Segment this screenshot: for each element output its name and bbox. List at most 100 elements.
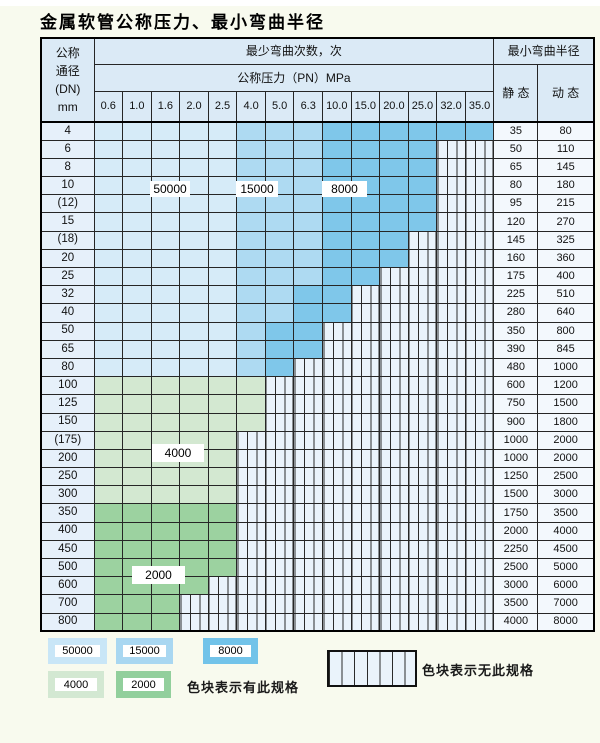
spec-cell [93, 321, 124, 341]
no-spec-cell [293, 521, 323, 541]
table-row: 800 4000 8000 [40, 612, 595, 632]
dn-cell: 32 [40, 285, 95, 305]
no-spec-cell [379, 412, 409, 432]
spec-cell [93, 121, 124, 141]
dynamic-radius-cell: 5000 [537, 557, 595, 578]
spec-cell [93, 139, 124, 159]
spec-cell [379, 157, 409, 178]
no-spec-cell [436, 412, 466, 432]
no-spec-cell [464, 339, 495, 359]
spec-cell [207, 376, 238, 396]
static-radius-cell: 1000 [493, 448, 539, 469]
no-spec-cell [293, 594, 323, 614]
region-count-label: 50000 [150, 181, 190, 197]
spec-cell [93, 576, 124, 596]
table-row: 25 175 400 [40, 266, 595, 287]
spec-cell [207, 303, 238, 323]
no-spec-cell [322, 339, 352, 359]
spec-cell [322, 303, 352, 323]
no-spec-cell [322, 576, 352, 596]
dn-cell: 150 [40, 412, 95, 432]
spec-cell [93, 557, 124, 578]
nominal-pressure-header: 公称压力（PN）MPa [93, 63, 495, 92]
spec-cell [264, 303, 295, 323]
no-spec-cell [407, 430, 438, 450]
table-row: 65 390 845 [40, 339, 595, 359]
dynamic-radius-cell: 800 [537, 321, 595, 341]
spec-cell [207, 467, 238, 487]
spec-cell [179, 194, 209, 214]
spec-cell [150, 212, 181, 232]
no-spec-cell [322, 467, 352, 487]
dn-header-line: 公称 [55, 46, 80, 60]
dn-cell: 6 [40, 139, 95, 159]
no-spec-cell [407, 321, 438, 341]
no-spec-cell [350, 485, 381, 505]
spec-cell [93, 212, 124, 232]
no-spec-cell [379, 303, 409, 323]
spec-cell [407, 139, 438, 159]
no-spec-cell [293, 394, 323, 414]
spec-cell [93, 285, 124, 305]
no-spec-cell [179, 594, 209, 614]
dn-cell: 300 [40, 485, 95, 505]
no-spec-cell [464, 412, 495, 432]
spec-cell [293, 248, 323, 269]
no-spec-cell [264, 430, 295, 450]
spec-cell [122, 412, 152, 432]
spec-cell [293, 139, 323, 159]
pressure-tick: 2.5 [207, 90, 238, 123]
legend-color-chip: 4000 [48, 671, 104, 698]
no-spec-cell [436, 594, 466, 614]
dynamic-radius-cell: 400 [537, 266, 595, 287]
spec-cell [122, 485, 152, 505]
page-title: 金属软管公称压力、最小弯曲半径 [40, 13, 325, 32]
no-spec-cell [264, 448, 295, 469]
spec-cell [322, 139, 352, 159]
spec-cell [93, 430, 124, 450]
spec-cell [264, 157, 295, 178]
no-spec-cell [236, 539, 266, 560]
spec-cell [150, 321, 181, 341]
spec-cell [179, 394, 209, 414]
region-count-label: 2000 [132, 566, 185, 584]
spec-cell [93, 376, 124, 396]
spec-cell [407, 121, 438, 141]
no-spec-cell [436, 612, 466, 632]
spec-cell [179, 285, 209, 305]
spec-cell [122, 321, 152, 341]
spec-cell [122, 394, 152, 414]
spec-cell [293, 212, 323, 232]
spec-cell [264, 285, 295, 305]
dn-header-line: (DN) [55, 82, 81, 96]
dynamic-radius-cell: 845 [537, 339, 595, 359]
no-spec-cell [436, 557, 466, 578]
dynamic-radius-cell: 8000 [537, 612, 595, 632]
no-spec-cell [236, 576, 266, 596]
dn-cell: 15 [40, 212, 95, 232]
no-spec-cell [207, 594, 238, 614]
spec-cell [150, 285, 181, 305]
no-spec-cell [322, 448, 352, 469]
table-row: 50 350 800 [40, 321, 595, 341]
no-spec-cell [350, 321, 381, 341]
no-spec-cell [436, 303, 466, 323]
no-spec-cell [407, 357, 438, 378]
dn-cell: 450 [40, 539, 95, 560]
spec-cell [150, 230, 181, 250]
static-radius-cell: 2250 [493, 539, 539, 560]
dynamic-radius-cell: 6000 [537, 576, 595, 596]
no-spec-cell [379, 339, 409, 359]
no-spec-cell [264, 576, 295, 596]
static-radius-cell: 80 [493, 176, 539, 196]
spec-cell [207, 194, 238, 214]
no-spec-cell [464, 557, 495, 578]
spec-cell [122, 612, 152, 632]
no-spec-cell [379, 430, 409, 450]
table-body: 4 35 80 6 50 110 8 65 145 10 80 180 (12) 95 215 15 120 27… [40, 121, 595, 632]
no-spec-cell [350, 376, 381, 396]
no-spec-cell [464, 321, 495, 341]
spec-cell [93, 448, 124, 469]
spec-cell [207, 485, 238, 505]
pressure-tick: 20.0 [379, 90, 409, 123]
